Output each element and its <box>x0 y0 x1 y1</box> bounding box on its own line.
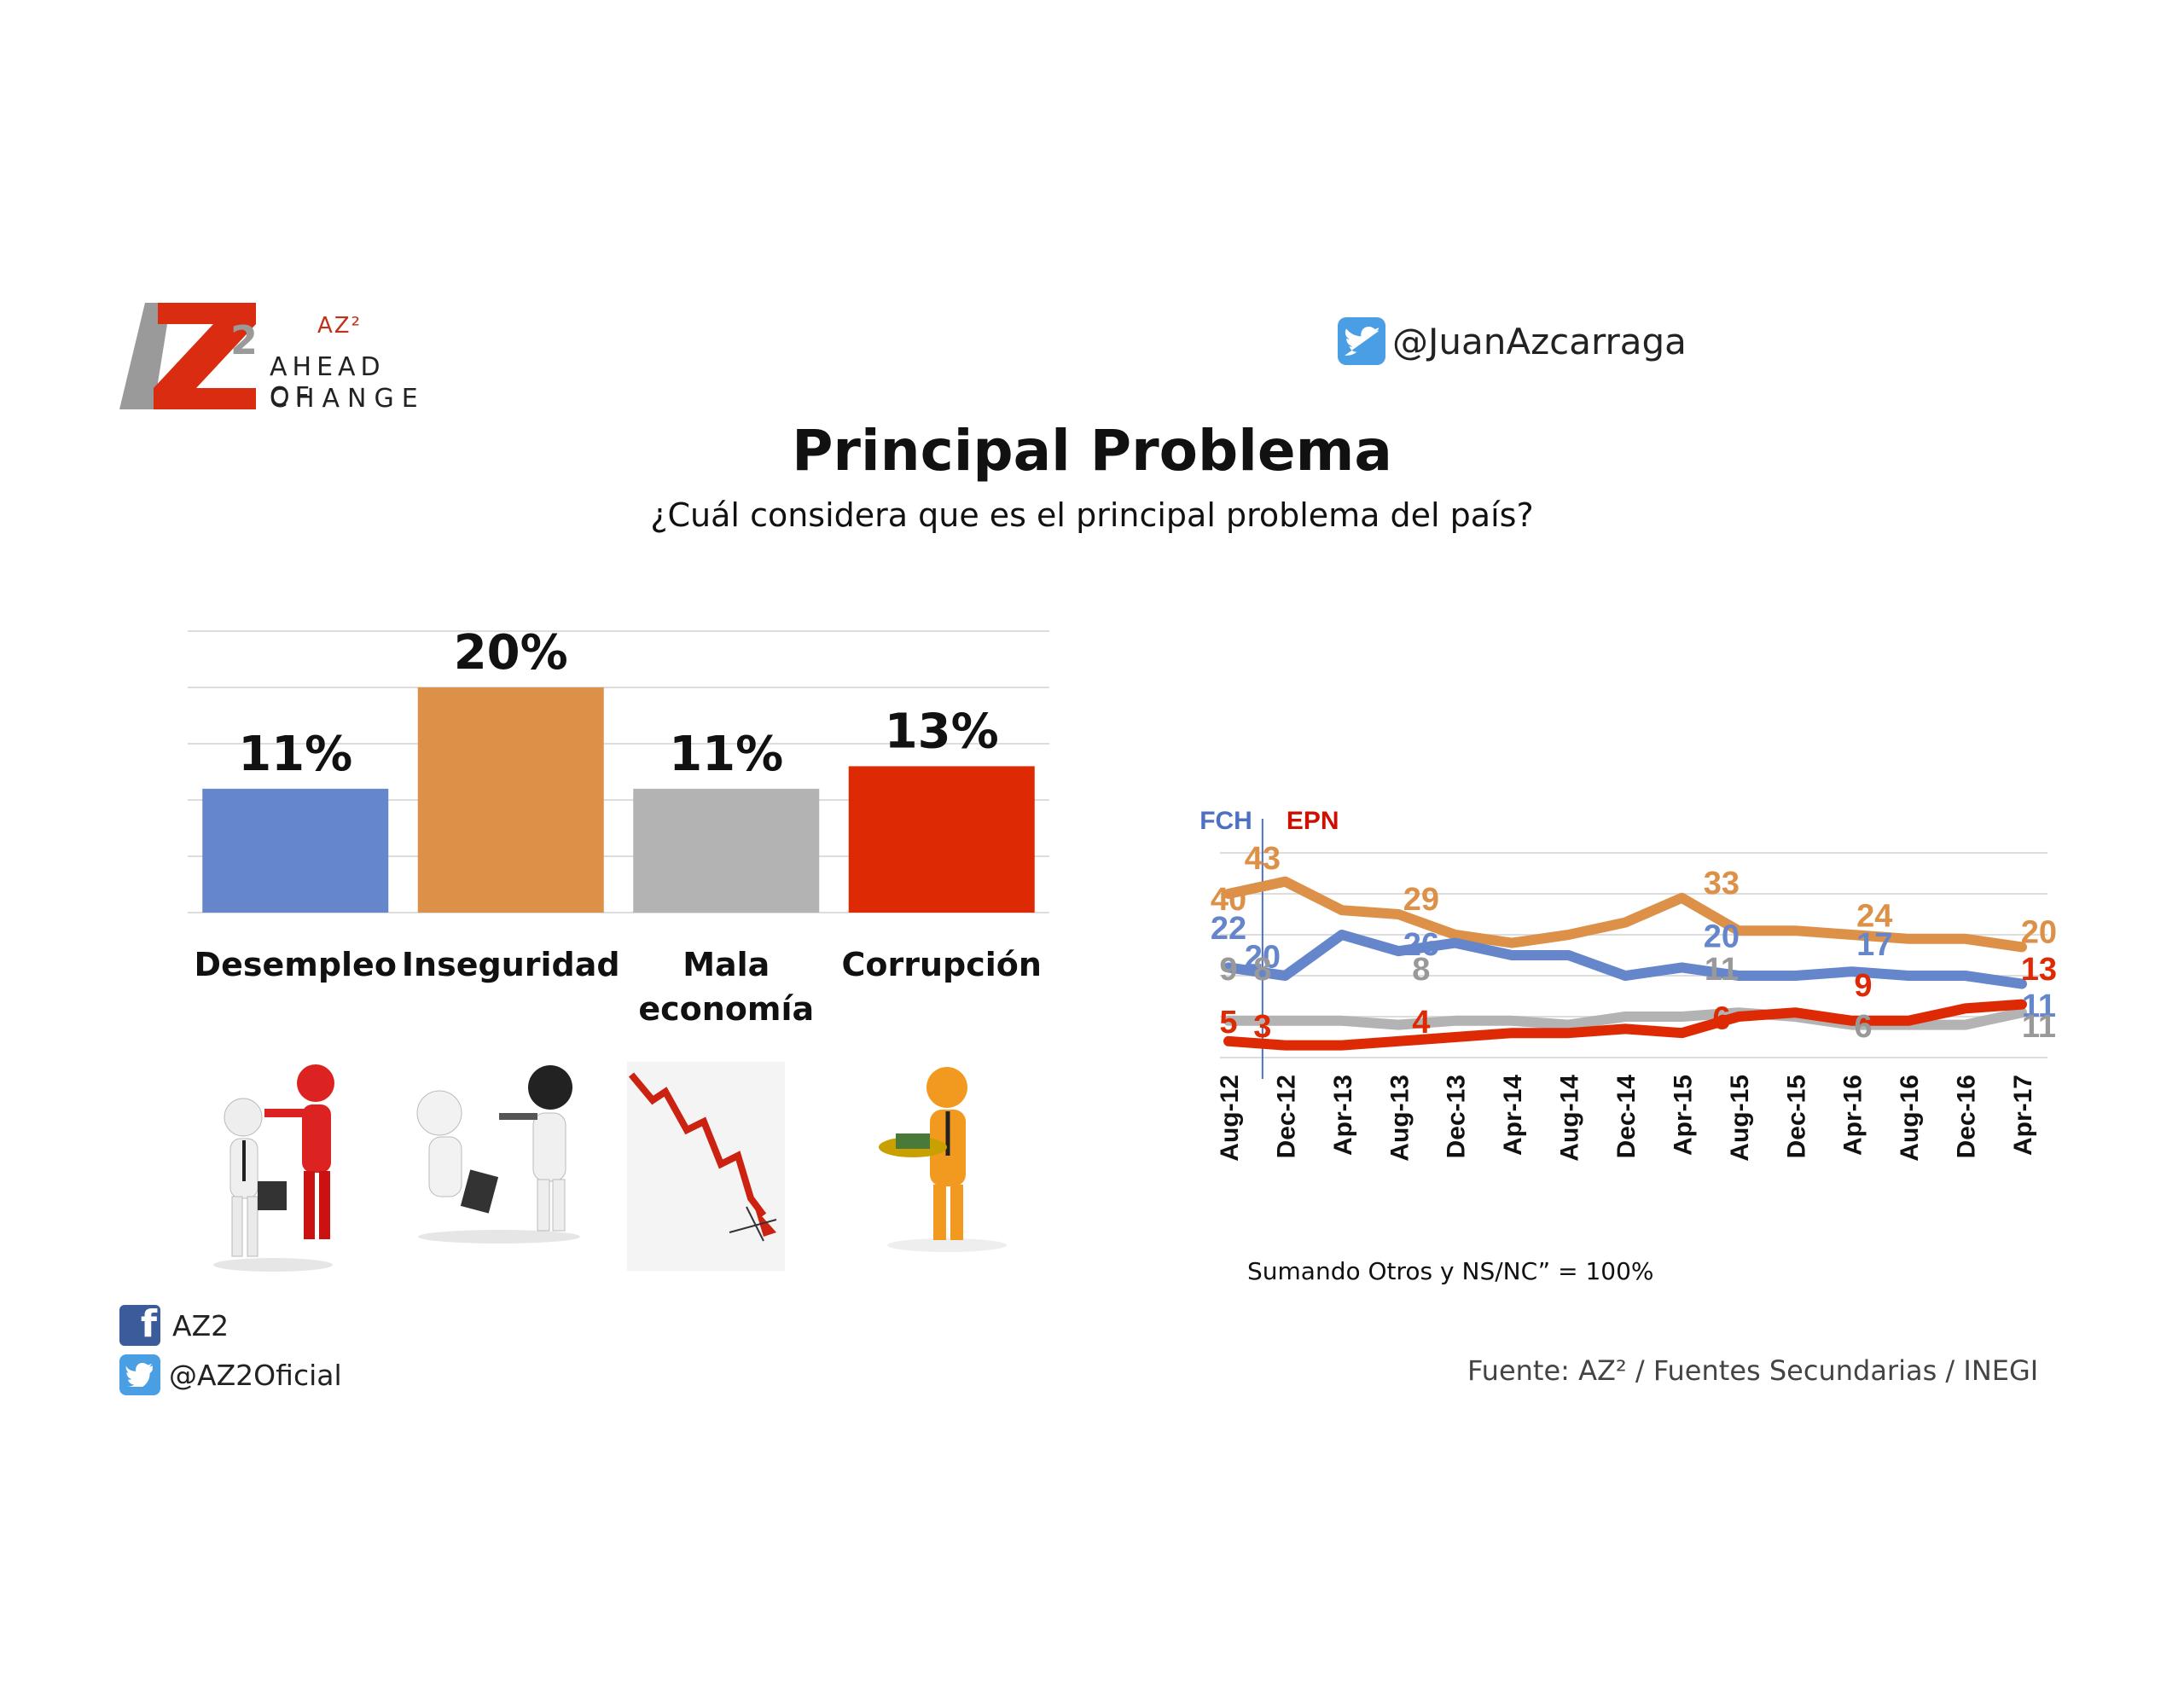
line-data-label: 6 <box>1712 1000 1730 1036</box>
line-data-label: 20 <box>2021 915 2056 951</box>
twitter-icon <box>119 1354 160 1395</box>
bar-0 <box>202 788 389 913</box>
x-tick-label: Aug-14 <box>1556 1075 1584 1162</box>
line-data-label: 20 <box>1704 919 1740 954</box>
line-data-label: 8 <box>1253 952 1271 988</box>
line-data-label: 8 <box>1412 952 1430 988</box>
bar-category-label: Desempleo <box>194 946 397 983</box>
bar-value-label: 20% <box>454 625 568 681</box>
twitter-bottom-text: @AZ2Oficial <box>169 1358 342 1392</box>
x-tick-label: Aug-13 <box>1385 1075 1414 1162</box>
line-data-label: 33 <box>1704 866 1740 901</box>
x-tick-label: Apr-15 <box>1669 1075 1697 1156</box>
facebook-link[interactable]: f AZ2 <box>119 1305 229 1346</box>
line-data-label: 40 <box>1211 882 1246 918</box>
x-tick-label: Aug-15 <box>1726 1075 1754 1162</box>
line-data-label: 20 <box>1245 939 1281 975</box>
bar-value-label: 11% <box>238 727 352 782</box>
facebook-text: AZ2 <box>172 1308 229 1342</box>
line-data-label: 26 <box>1403 927 1439 963</box>
line-data-label: 13 <box>2021 952 2056 988</box>
twitter-link-bottom[interactable]: @AZ2Oficial <box>119 1354 342 1395</box>
x-tick-label: Apr-13 <box>1329 1075 1357 1156</box>
x-tick-label: Apr-14 <box>1499 1075 1527 1156</box>
x-tick-label: Aug-16 <box>1896 1075 1924 1162</box>
bar-2 <box>633 788 820 913</box>
line-data-label: 24 <box>1856 898 1892 934</box>
line-data-label: 5 <box>1219 1005 1237 1041</box>
bar-value-label: 11% <box>669 727 783 782</box>
facebook-icon: f <box>119 1305 160 1346</box>
bar-category-label: Corrupción <box>841 946 1042 983</box>
x-tick-label: Aug-12 <box>1216 1075 1244 1162</box>
line-data-label: 11 <box>2022 988 2056 1024</box>
page-subtitle: ¿Cuál considera que es el principal prob… <box>650 496 1534 534</box>
line-data-label: 11 <box>1705 952 1739 988</box>
robbery-icon <box>416 1065 580 1244</box>
line-series-1 <box>1223 930 2027 989</box>
line-data-label: 22 <box>1211 911 1246 947</box>
line-data-label: 9 <box>1219 952 1237 988</box>
x-tick-label: Apr-17 <box>2009 1075 2037 1156</box>
line-data-label: 9 <box>1854 968 1872 1004</box>
logo-line-1: AHEAD OF <box>270 352 386 412</box>
x-tick-label: Dec-14 <box>1612 1075 1641 1159</box>
problem-illustrations <box>213 1062 1007 1272</box>
bar-category-label: Mala economía <box>638 946 815 1028</box>
bar-value-label: 13% <box>885 704 999 759</box>
line-data-label: 3 <box>1253 1009 1271 1045</box>
az2-logo-icon: 2 <box>119 303 258 409</box>
line-series-0 <box>1223 876 2027 953</box>
line-data-label: 43 <box>1245 841 1281 877</box>
line-data-label: 11 <box>2022 1009 2056 1045</box>
line-series-3 <box>1223 999 2027 1051</box>
x-tick-label: Dec-12 <box>1272 1075 1300 1158</box>
falling-graph-icon <box>627 1062 785 1271</box>
page-title: Principal Problema <box>792 418 1392 484</box>
az2-logo: 2 AZ² AHEAD OF CHANGE <box>119 303 427 414</box>
bar-category-label: Inseguridad <box>401 946 620 983</box>
source-note: Fuente: AZ² / Fuentes Secundarias / INEG… <box>1467 1354 2039 1387</box>
twitter-handle-text: @JuanAzcarraga <box>1392 320 1687 362</box>
twitter-icon <box>1338 317 1385 365</box>
bar-chart-svg: 11% 20% 11% 13% <box>188 625 1049 913</box>
svg-text:2: 2 <box>230 317 258 363</box>
line-data-label: 4 <box>1412 1005 1430 1041</box>
line-data-label: 6 <box>1854 1009 1872 1045</box>
twitter-handle-top[interactable]: @JuanAzcarraga <box>1338 317 1687 365</box>
bar-1 <box>417 687 604 913</box>
logo-line-2: CHANGE <box>270 384 426 414</box>
x-tick-label: Dec-15 <box>1782 1075 1810 1158</box>
period-label: EPN <box>1287 807 1339 835</box>
bar-chart: 11% 20% 11% 13% Desempleo Inseguridad Mala eco… <box>188 623 1049 1049</box>
line-data-label: 29 <box>1403 882 1439 918</box>
logo-superscript: AZ² <box>317 313 363 339</box>
bar-3 <box>848 766 1035 913</box>
x-tick-label: Apr-16 <box>1839 1075 1867 1156</box>
line-chart: FCH EPN 40 43 29 33 24 20 22 20 26 20 17 11 9 8 8 11 6 11 5 3… <box>1169 802 2057 1245</box>
chart-note: Sumando Otros y NS/NC” = 100% <box>1247 1257 1654 1285</box>
money-tray-icon <box>879 1067 1007 1252</box>
x-tick-label: Dec-13 <box>1443 1075 1471 1158</box>
period-label: FCH <box>1199 807 1252 835</box>
x-tick-label: Dec-16 <box>1953 1075 1981 1158</box>
businessman-pointing-icon <box>213 1064 334 1272</box>
line-data-label: 17 <box>1856 927 1892 963</box>
